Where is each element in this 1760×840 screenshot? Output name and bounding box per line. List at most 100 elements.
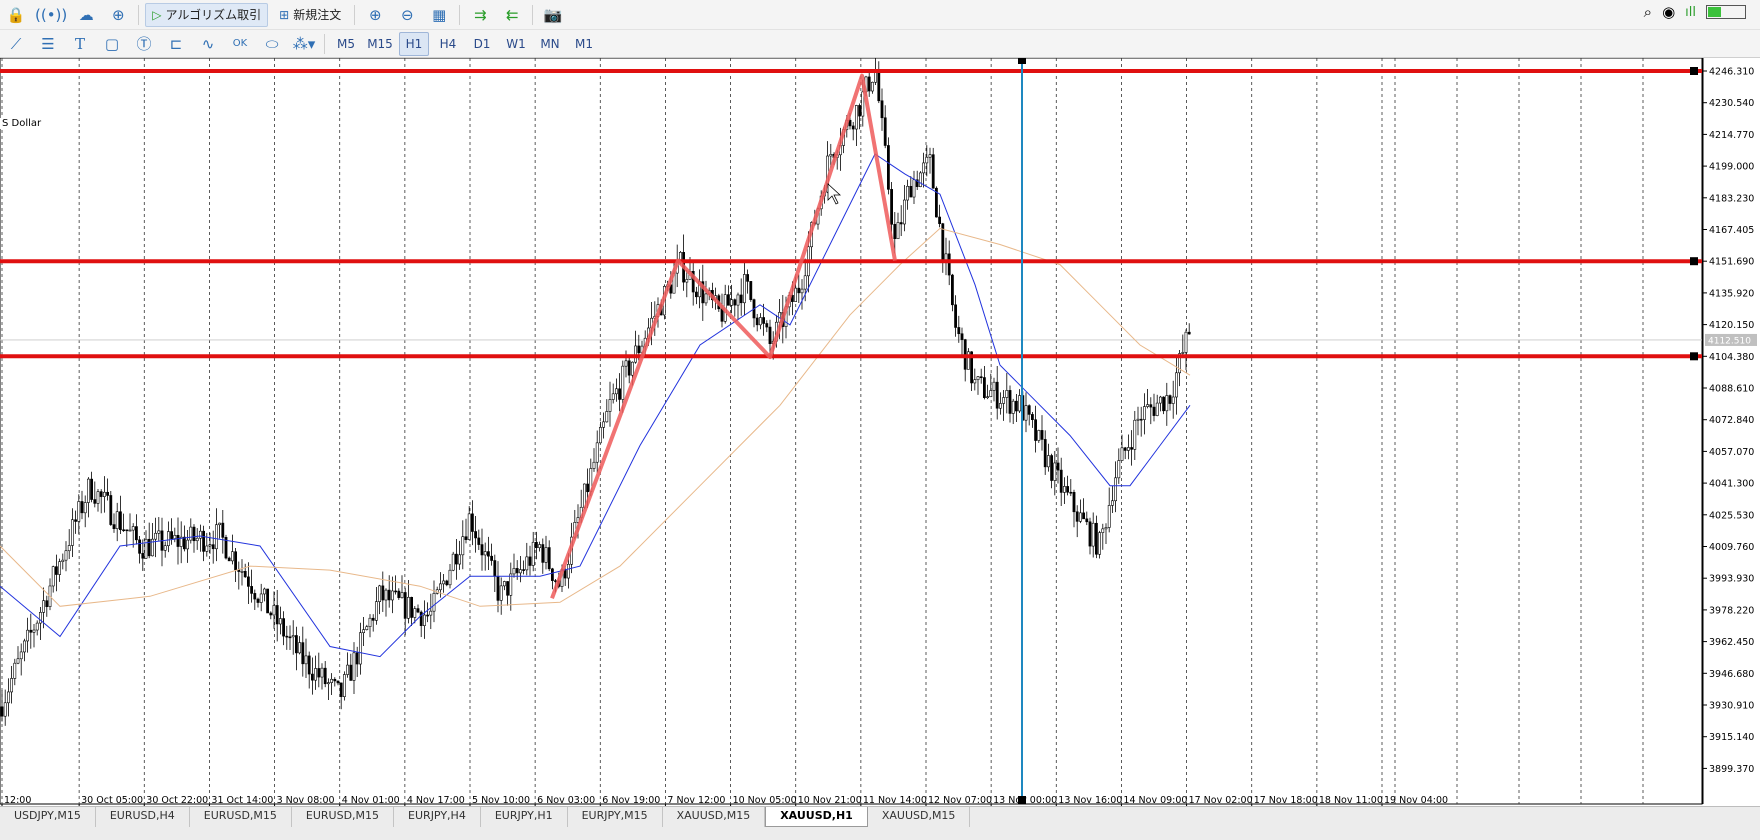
- candle-body: [544, 547, 548, 563]
- candle-body: [534, 541, 538, 549]
- hlines-tool-icon[interactable]: ☰: [41, 34, 55, 53]
- candle-body: [726, 294, 730, 306]
- time-label: 12:00: [4, 795, 31, 806]
- vps-icon[interactable]: ⊕: [111, 5, 125, 24]
- candle-body: [1178, 353, 1182, 374]
- candle-body: [1059, 469, 1063, 493]
- new-order-button[interactable]: ⊞ 新規注文: [272, 3, 348, 27]
- indicator-icon[interactable]: ∿: [201, 34, 215, 53]
- candle-body: [87, 478, 90, 503]
- price-label: 4167.405: [1709, 225, 1754, 236]
- price-label: 3915.140: [1709, 732, 1754, 743]
- chart-tab[interactable]: EURJPY,H4: [394, 807, 481, 827]
- timeframe-h1-button[interactable]: H1: [399, 31, 429, 56]
- chart-shift-icon[interactable]: ⇇: [505, 5, 519, 24]
- candle-body: [326, 682, 330, 685]
- candle-body: [1146, 404, 1150, 407]
- timeframe-m1-button[interactable]: M1: [575, 36, 593, 51]
- time-label: 7 Nov 12:00: [667, 795, 725, 806]
- time-label: 4 Nov 17:00: [407, 795, 465, 806]
- price-label: 4009.760: [1709, 542, 1754, 553]
- timeframe-mn-button[interactable]: MN: [540, 36, 560, 51]
- price-label: 4057.070: [1709, 447, 1754, 458]
- candle-body: [605, 411, 609, 423]
- candle-body: [438, 583, 442, 591]
- candle-body: [733, 299, 737, 306]
- candle-body: [1031, 414, 1034, 421]
- candle-body: [243, 571, 247, 578]
- zoom-out-icon[interactable]: ⊖: [400, 5, 414, 24]
- candle-body: [909, 185, 913, 198]
- candle-body: [371, 617, 375, 621]
- ok-icon[interactable]: OK: [232, 38, 248, 49]
- price-chart[interactable]: 4246.310 4230.540 4214.770 4199.000 4183.230…: [0, 58, 1760, 806]
- fibo-tool-icon[interactable]: ⊏: [169, 34, 183, 53]
- candle-body: [131, 526, 135, 531]
- plot-area: [0, 58, 1703, 805]
- time-label: 6 Nov 19:00: [602, 795, 660, 806]
- text-tool-icon[interactable]: T: [74, 34, 85, 53]
- candle-body: [205, 545, 209, 552]
- candle-body: [1008, 390, 1012, 414]
- search-icon[interactable]: ⌕: [1643, 3, 1653, 21]
- candle-body: [234, 551, 238, 571]
- price-label: 4041.300: [1709, 479, 1754, 490]
- candle-body: [851, 125, 855, 130]
- rectangle-tool-icon[interactable]: ▢: [104, 34, 120, 53]
- chart-tab[interactable]: EURUSD,M15: [292, 807, 395, 827]
- price-label: 4025.530: [1709, 510, 1754, 521]
- screenshot-icon[interactable]: 📷: [543, 5, 563, 24]
- tile-windows-icon[interactable]: ▦: [432, 5, 447, 24]
- candle-body: [266, 588, 270, 614]
- candle-body: [608, 399, 612, 412]
- candle-body: [109, 495, 113, 525]
- candle-body: [618, 388, 622, 400]
- candle-body: [765, 323, 769, 328]
- chart-tab[interactable]: XAUUSD,M15: [663, 807, 766, 827]
- algo-trading-button[interactable]: ▷ アルゴリズム取引: [145, 2, 269, 27]
- time-label: 31 Oct 14:00: [211, 795, 273, 806]
- candle-body: [1104, 527, 1108, 530]
- timeframe-h4-button[interactable]: H4: [439, 36, 457, 51]
- cloud-icon[interactable]: ☁: [78, 5, 94, 24]
- candle-body: [1159, 396, 1162, 404]
- candle-body: [365, 626, 369, 630]
- account-icon[interactable]: ◉: [1662, 3, 1676, 21]
- chart-tab[interactable]: XAUUSD,H1: [765, 807, 868, 827]
- candle-body: [1136, 418, 1140, 421]
- candle-body: [349, 664, 353, 681]
- candle-body: [685, 279, 689, 283]
- chart-tab[interactable]: EURUSD,M15: [190, 807, 292, 827]
- chart-tab[interactable]: EURUSD,H4: [96, 807, 190, 827]
- price-label: 3946.680: [1709, 669, 1754, 680]
- line-tool-icon[interactable]: ⟋: [10, 34, 22, 53]
- candle-body: [285, 635, 289, 638]
- candle-body: [1091, 522, 1095, 547]
- timeframe-m5-button[interactable]: M5: [337, 36, 355, 51]
- text-label-tool-icon[interactable]: Ⓣ: [136, 35, 152, 53]
- candle-body: [35, 622, 39, 631]
- objects-dropdown-icon[interactable]: ⁂▾: [292, 34, 316, 53]
- candle-body: [77, 501, 81, 522]
- candle-body: [1072, 492, 1076, 513]
- chart-canvas[interactable]: 4246.310 4230.540 4214.770 4199.000 4183.230…: [0, 58, 1760, 806]
- chart-tab[interactable]: EURJPY,M15: [568, 807, 663, 827]
- timeframe-w1-button[interactable]: W1: [506, 36, 526, 51]
- candle-body: [307, 655, 311, 675]
- chart-tab[interactable]: USDJPY,M15: [0, 807, 96, 827]
- candle-body: [215, 524, 218, 550]
- zoom-in-icon[interactable]: ⊕: [368, 5, 382, 24]
- price-label: 4135.920: [1709, 288, 1754, 299]
- signal-icon[interactable]: ((•)): [35, 5, 68, 24]
- candle-body: [314, 668, 318, 681]
- lock-icon[interactable]: 🔒: [6, 5, 26, 24]
- chart-tab[interactable]: EURJPY,H1: [481, 807, 568, 827]
- candle-body: [1098, 532, 1102, 555]
- chart-tab[interactable]: XAUUSD,M15: [868, 807, 971, 827]
- autoscroll-icon[interactable]: ⇉: [473, 5, 487, 24]
- timeframe-d1-button[interactable]: D1: [473, 36, 491, 51]
- timeframe-m15-button[interactable]: M15: [367, 36, 393, 51]
- candle-body: [301, 642, 305, 665]
- time-label: 10 Nov 05:00: [733, 795, 797, 806]
- shapes-icon[interactable]: ⬭: [265, 34, 279, 53]
